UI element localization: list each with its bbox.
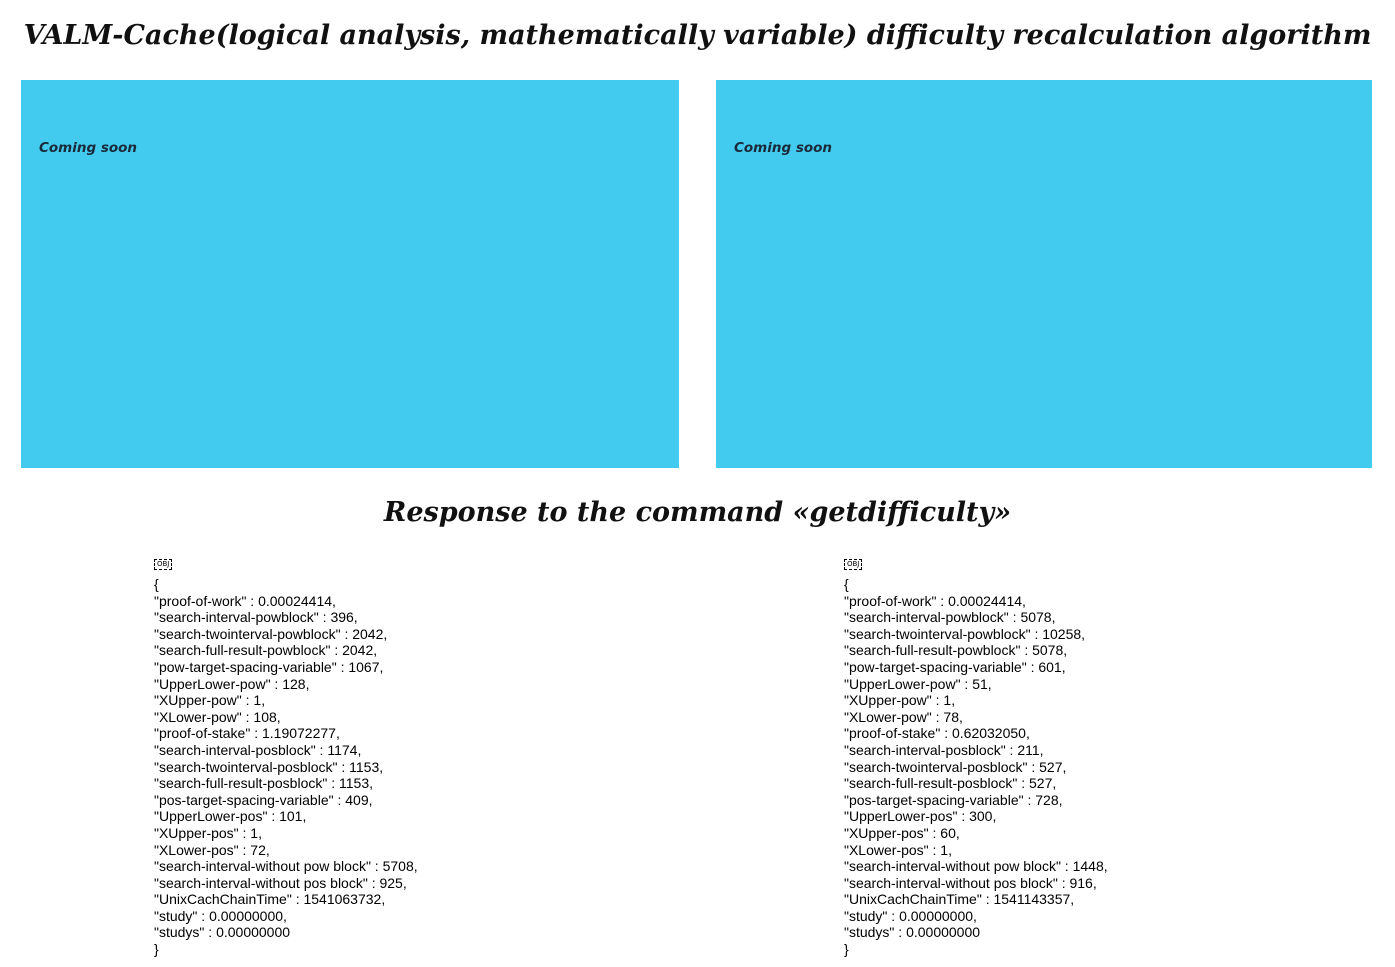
response-line: "search-interval-powblock" : 5078,	[844, 609, 1056, 626]
open-brace: {	[844, 576, 849, 592]
response-line: "XUpper-pos" : 60,	[844, 824, 960, 841]
response-line: "search-twointerval-posblock" : 527,	[844, 758, 1067, 775]
response-line: "XLower-pow" : 78,	[844, 708, 963, 725]
object-marker-icon: OBJ	[154, 559, 173, 570]
response-line: "search-twointerval-posblock" : 1153,	[154, 758, 384, 775]
response-line: "UpperLower-pos" : 300,	[844, 808, 997, 825]
response-lines: "proof-of-work" : 0.00024414, "search-int…	[844, 593, 1108, 941]
response-line: "search-interval-without pos block" : 91…	[844, 874, 1097, 891]
coming-soon-label: Coming soon	[39, 140, 138, 156]
coming-soon-panel-right: Coming soon	[716, 80, 1372, 468]
response-line: "pos-target-spacing-variable" : 728,	[844, 791, 1063, 808]
response-line: "search-interval-without pos block" : 92…	[154, 874, 407, 891]
close-brace: }	[154, 941, 159, 958]
response-line: "search-full-result-powblock" : 5078,	[844, 642, 1068, 659]
object-marker-icon: OBJ	[844, 559, 863, 570]
response-lines: "proof-of-work" : 0.00024414, "search-int…	[154, 593, 418, 941]
response-block-left: OBJ { "proof-of-work" : 0.00024414, "sear…	[154, 553, 418, 958]
response-line: "studys" : 0.00000000	[844, 924, 981, 941]
section-title: Response to the command «getdifficulty»	[383, 497, 1012, 528]
response-line: "UpperLower-pos" : 101,	[154, 808, 307, 825]
response-line: "proof-of-work" : 0.00024414,	[844, 592, 1026, 609]
response-line: "proof-of-work" : 0.00024414,	[154, 592, 336, 609]
response-line: "proof-of-stake" : 0.62032050,	[844, 725, 1030, 742]
close-brace: }	[844, 941, 849, 958]
response-line: "studys" : 0.00000000	[154, 924, 291, 941]
response-line: "search-interval-posblock" : 211,	[844, 741, 1044, 758]
coming-soon-label: Coming soon	[734, 140, 833, 156]
response-line: "search-full-result-posblock" : 1153,	[154, 775, 373, 792]
response-line: "XUpper-pow" : 1,	[844, 692, 956, 709]
response-line: "proof-of-stake" : 1.19072277,	[154, 725, 340, 742]
response-line: "search-full-result-posblock" : 527,	[844, 775, 1057, 792]
response-line: "search-interval-powblock" : 396,	[154, 609, 358, 626]
response-line: "XUpper-pos" : 1,	[154, 824, 262, 841]
response-block-right: OBJ { "proof-of-work" : 0.00024414, "sear…	[844, 553, 1108, 958]
response-line: "XLower-pos" : 72,	[154, 841, 270, 858]
response-line: "search-interval-posblock" : 1174,	[154, 741, 362, 758]
response-line: "XLower-pos" : 1,	[844, 841, 952, 858]
response-line: "search-full-result-powblock" : 2042,	[154, 642, 378, 659]
response-line: "search-interval-without pow block" : 14…	[844, 858, 1108, 875]
response-line: "search-interval-without pow block" : 57…	[154, 858, 418, 875]
response-line: "study" : 0.00000000,	[154, 907, 287, 924]
response-line: "search-twointerval-powblock" : 2042,	[154, 625, 388, 642]
response-line: "UpperLower-pow" : 51,	[844, 675, 992, 692]
response-line: "UpperLower-pow" : 128,	[154, 675, 310, 692]
page-title: VALM-Cache(logical analysis, mathematica…	[23, 20, 1372, 51]
response-line: "pow-target-spacing-variable" : 1067,	[154, 658, 384, 675]
response-line: "UnixCachChainTime" : 1541063732,	[154, 891, 386, 908]
coming-soon-panel-left: Coming soon	[21, 80, 679, 468]
response-line: "search-twointerval-powblock" : 10258,	[844, 625, 1086, 642]
response-line: "pos-target-spacing-variable" : 409,	[154, 791, 373, 808]
response-line: "pow-target-spacing-variable" : 601,	[844, 658, 1066, 675]
open-brace: {	[154, 576, 159, 592]
response-line: "XLower-pow" : 108,	[154, 708, 281, 725]
response-line: "UnixCachChainTime" : 1541143357,	[844, 891, 1075, 908]
response-line: "study" : 0.00000000,	[844, 907, 977, 924]
response-line: "XUpper-pow" : 1,	[154, 692, 266, 709]
